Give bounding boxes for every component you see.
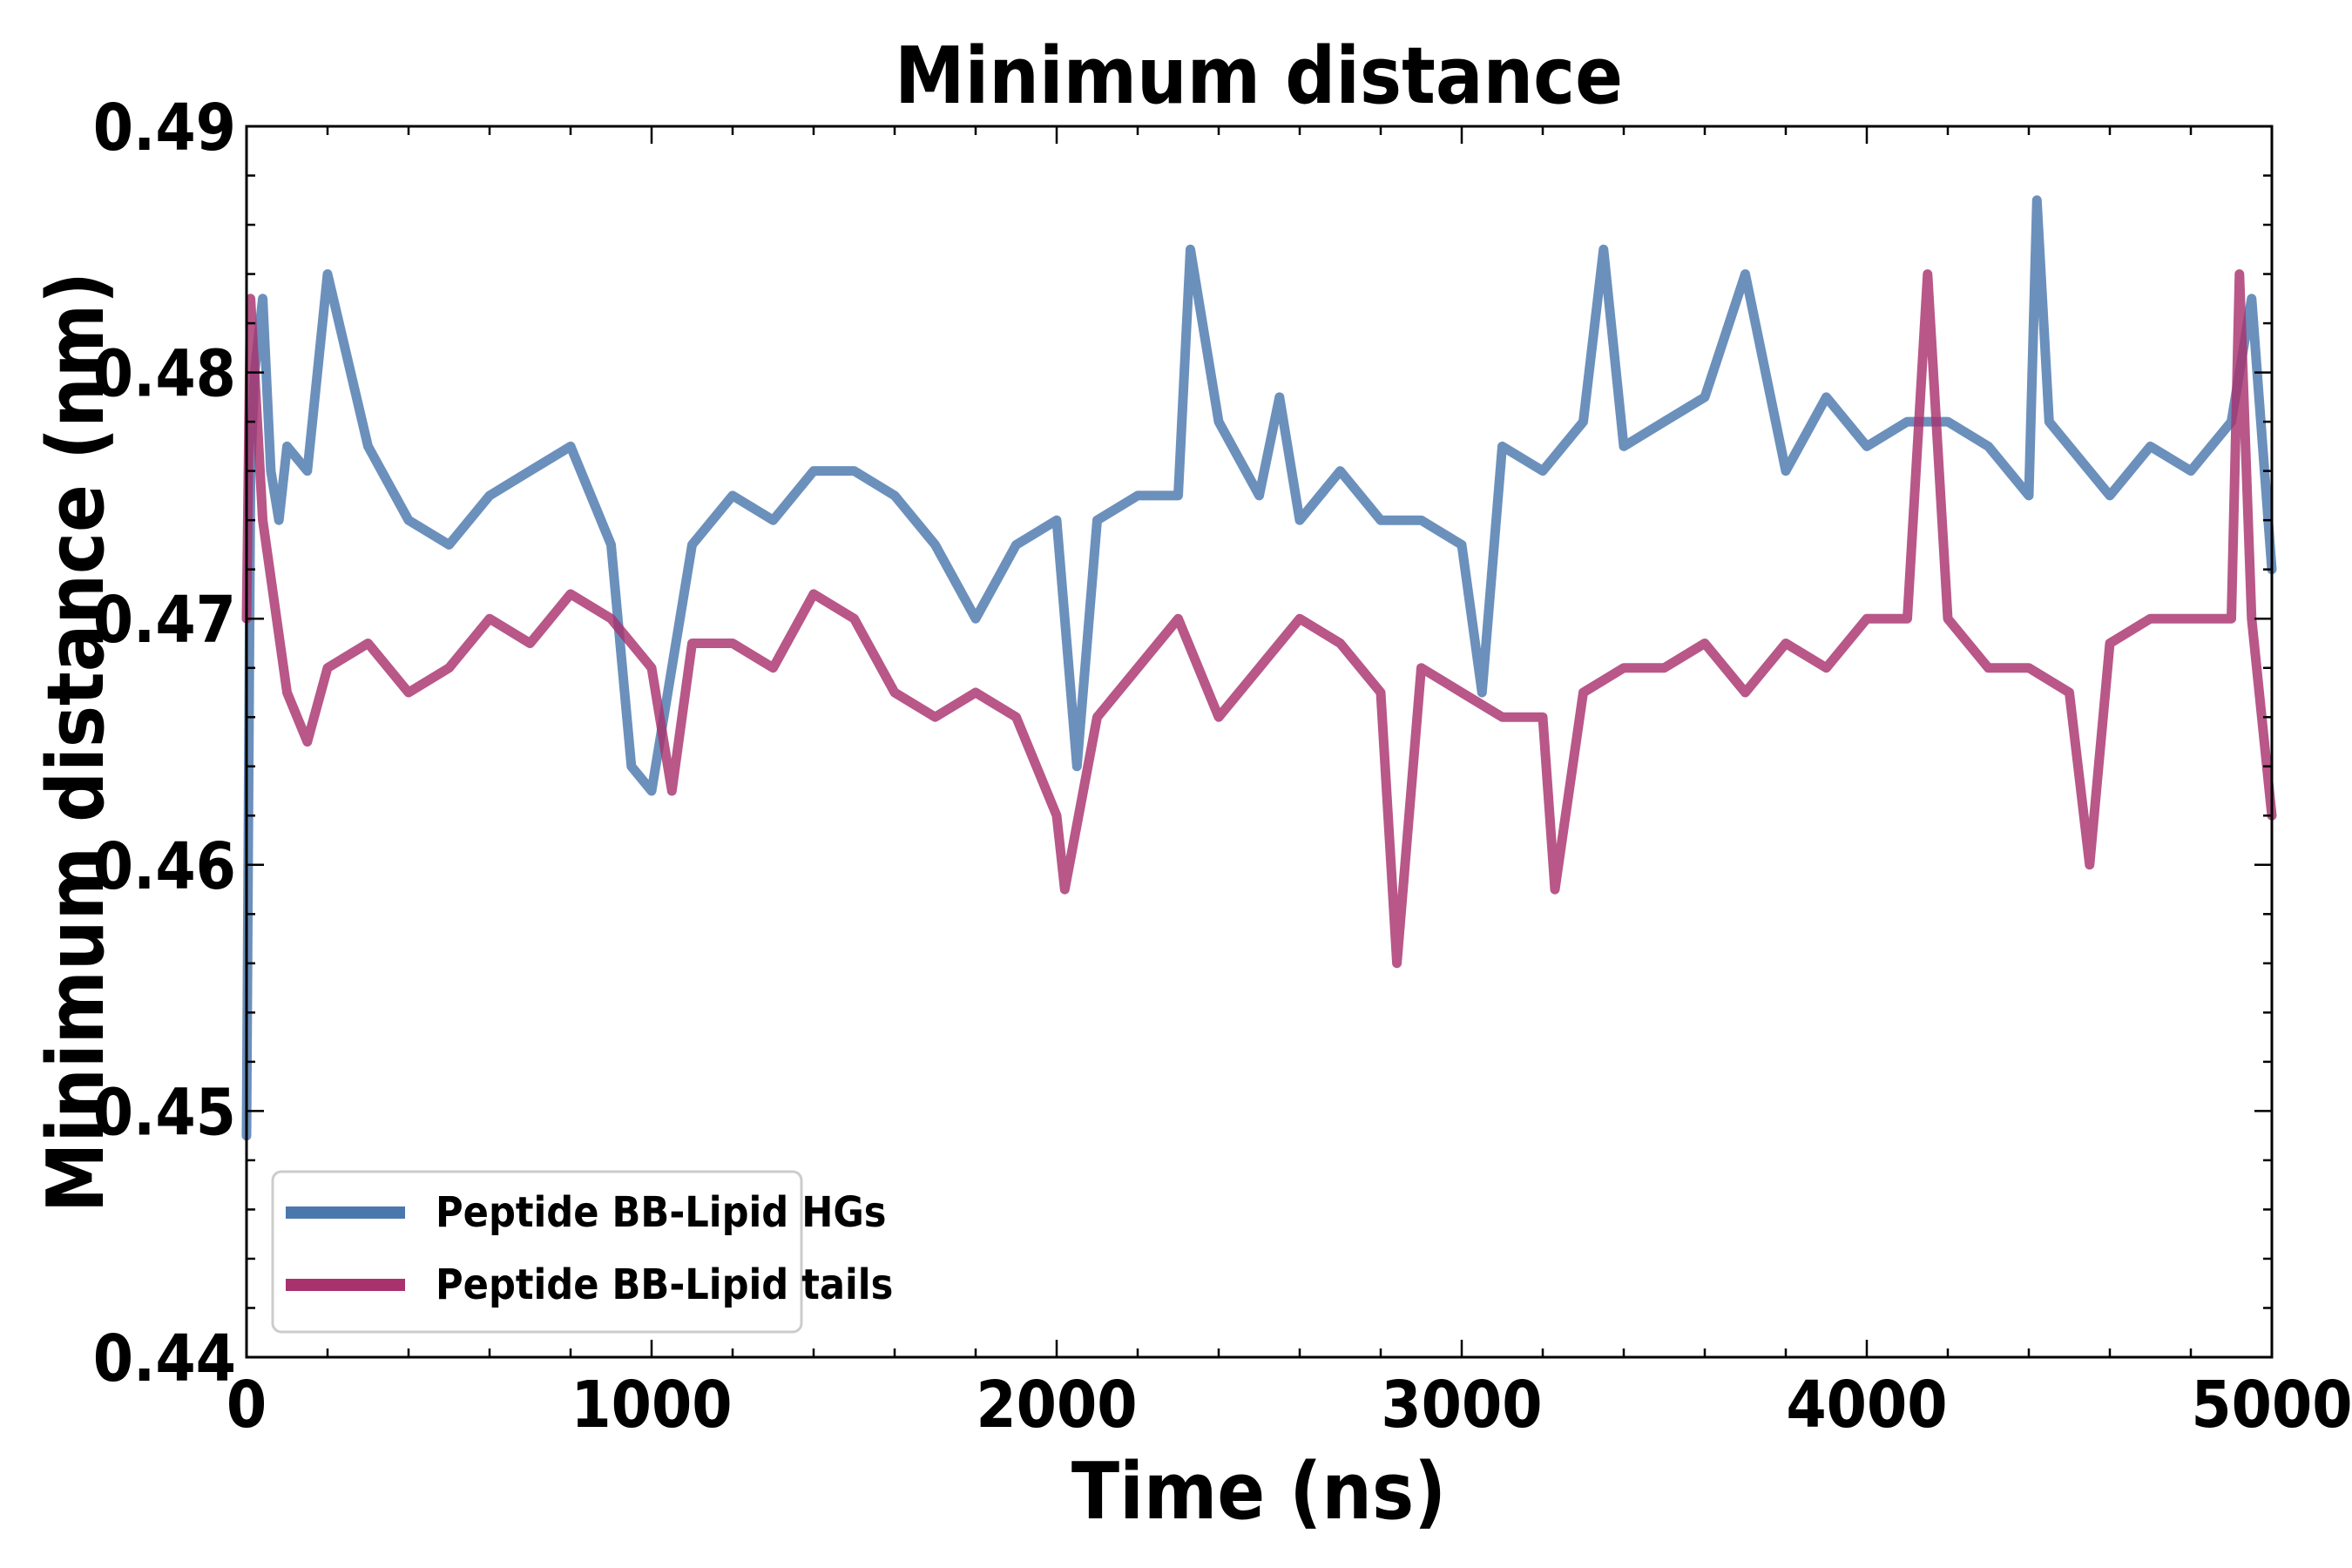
legend-label-hgs: Peptide BB-Lipid HGs	[436, 1188, 887, 1237]
x-tick-label: 4000	[1786, 1368, 1947, 1443]
x-tick-label: 5000	[2191, 1368, 2352, 1443]
y-tick-label: 0.48	[93, 337, 236, 412]
series-layer	[241, 195, 2277, 1141]
x-tick-label: 3000	[1381, 1368, 1542, 1443]
chart-title: Minimum distance	[895, 30, 1623, 122]
y-tick-label: 0.46	[93, 829, 236, 904]
plot-frame	[245, 125, 2274, 1359]
x-tick-label: 1000	[571, 1368, 732, 1443]
y-tick-label: 0.49	[93, 91, 236, 166]
series-line-0	[241, 195, 2277, 1141]
y-tick-label: 0.45	[93, 1075, 236, 1150]
series-line-1	[241, 269, 2277, 969]
ticks-layer: 0 1000 2000 3000 4000 5000 0.44 0.45 0.46 0.47 0.4…	[93, 91, 2352, 1443]
legend: Peptide BB-Lipid HGs Peptide BB-Lipid ta…	[271, 1170, 893, 1334]
x-tick-label: 0	[226, 1368, 267, 1443]
y-tick-label: 0.44	[93, 1321, 236, 1396]
x-tick-label: 2000	[976, 1368, 1137, 1443]
y-axis-label: Minimum distance (nm)	[30, 272, 122, 1213]
y-tick-label: 0.47	[93, 583, 236, 658]
x-axis-label: Time (ns)	[1071, 1446, 1446, 1538]
legend-label-tails: Peptide BB-Lipid tails	[436, 1260, 893, 1309]
